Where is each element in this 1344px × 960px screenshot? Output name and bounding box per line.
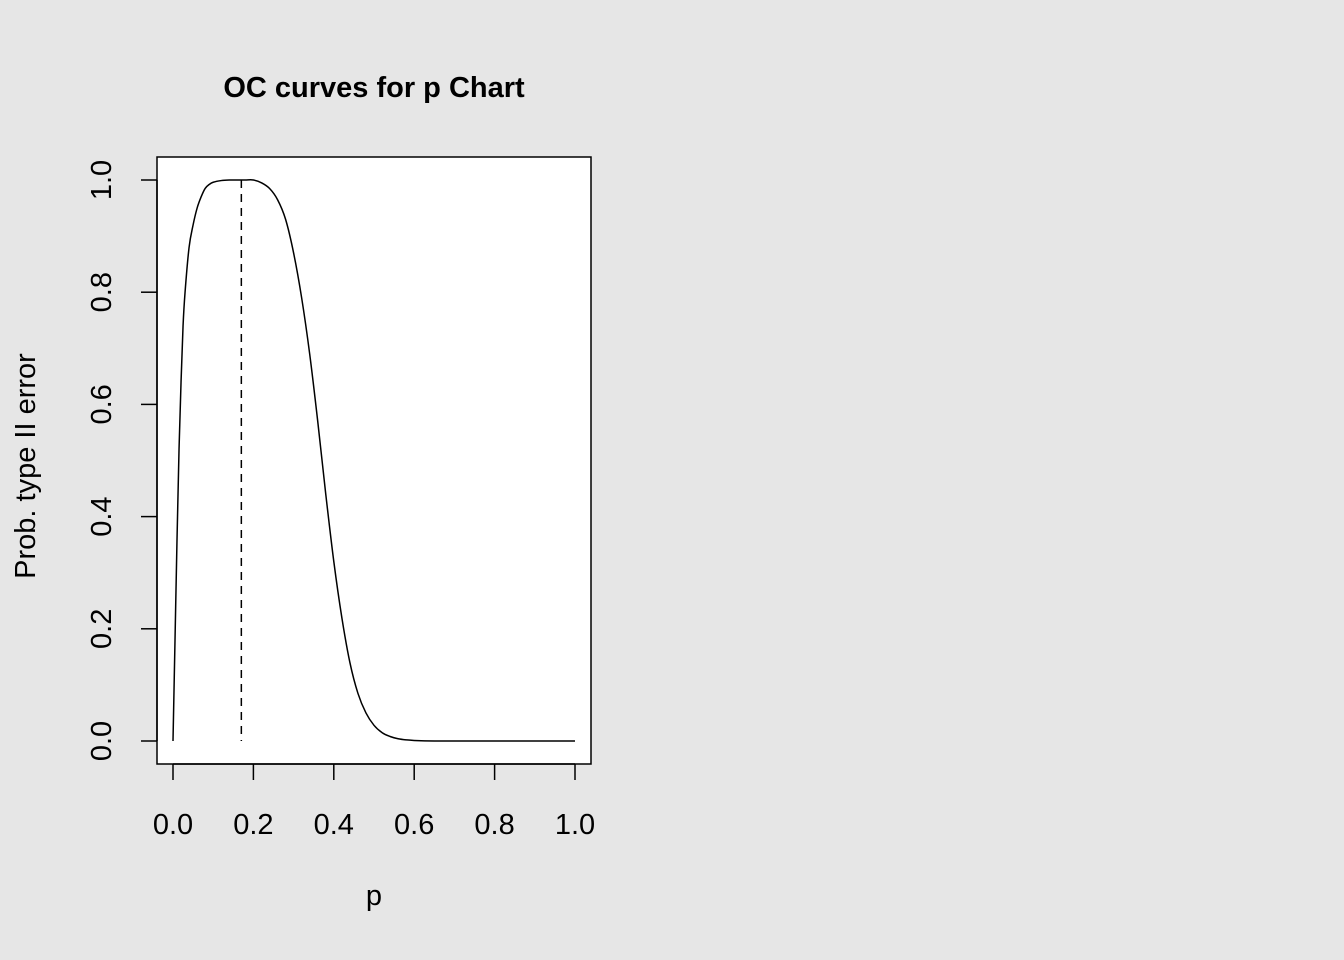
chart-title: OC curves for p Chart	[223, 72, 525, 104]
y-tick-label: 0.6	[86, 384, 118, 424]
y-tick-label: 0.8	[86, 272, 118, 312]
x-tick-label: 0.4	[314, 809, 354, 841]
y-tick-label: 0.2	[86, 609, 118, 649]
y-axis-label: Prob. type II error	[10, 353, 42, 579]
x-tick-label: 0.2	[233, 809, 273, 841]
x-tick-label: 0.8	[474, 809, 514, 841]
y-tick-label: 1.0	[86, 160, 118, 200]
y-tick-label: 0.0	[86, 721, 118, 761]
x-tick-label: 1.0	[555, 809, 595, 841]
oc-curve-line	[172, 179, 575, 742]
x-axis: 0.0 0.2 0.4 0.6 0.8 1.0	[153, 763, 595, 841]
x-tick-label: 0.0	[153, 809, 193, 841]
x-axis-label: p	[366, 880, 382, 912]
plot-area	[156, 156, 592, 765]
y-tick-label: 0.4	[86, 496, 118, 536]
y-axis: 0.0 0.2 0.4 0.6 0.8 1.0	[86, 160, 158, 761]
x-tick-label: 0.6	[394, 809, 434, 841]
